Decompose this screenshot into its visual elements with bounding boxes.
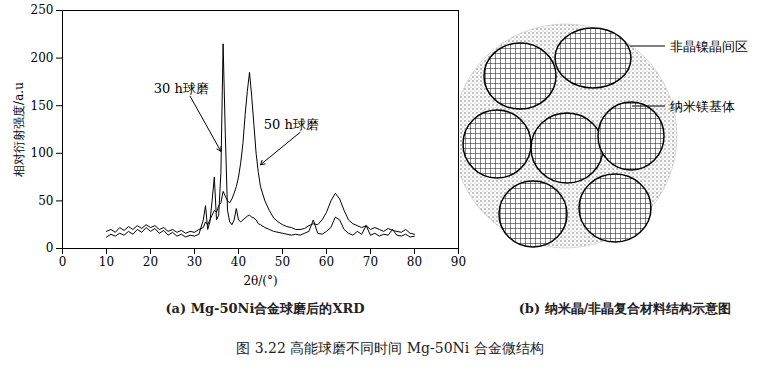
svg-text:60: 60 [319,255,334,269]
svg-text:150: 150 [31,99,54,113]
svg-text:80: 80 [407,255,422,269]
html-text:(b) 纳米晶/非晶复合材料结构示意图: (b) 纳米晶/非晶复合材料结构示意图 [518,301,732,316]
svg-text:100: 100 [31,146,54,160]
svg-text:90: 90 [451,255,466,269]
svg-text:2θ/(°): 2θ/(°) [243,274,277,288]
svg-text:相对衍射强度/a.u: 相对衍射强度/a.u [12,82,26,177]
html-text:(a) Mg-50Ni合金球磨后的XRD: (a) Mg-50Ni合金球磨后的XRD [165,301,365,316]
svg-text:40: 40 [231,255,246,269]
svg-text:10: 10 [99,255,114,269]
html-text:图 3.22 高能球磨不同时间 Mg-50Ni 合金微结构: 图 3.22 高能球磨不同时间 Mg-50Ni 合金微结构 [236,340,544,356]
svg-text:0: 0 [46,241,54,255]
svg-text:200: 200 [31,51,54,65]
svg-text:50 h球磨: 50 h球磨 [264,117,319,132]
svg-text:250: 250 [31,3,54,17]
svg-text:纳米镁基体: 纳米镁基体 [670,99,735,114]
svg-text:20: 20 [143,255,158,269]
svg-text:30 h球磨: 30 h球磨 [154,81,209,96]
svg-text:50: 50 [275,255,290,269]
svg-text:50: 50 [38,194,53,208]
svg-text:30: 30 [187,255,202,269]
svg-text:70: 70 [363,255,378,269]
svg-text:非晶镍晶间区: 非晶镍晶间区 [670,39,748,54]
svg-text:0: 0 [59,255,67,269]
